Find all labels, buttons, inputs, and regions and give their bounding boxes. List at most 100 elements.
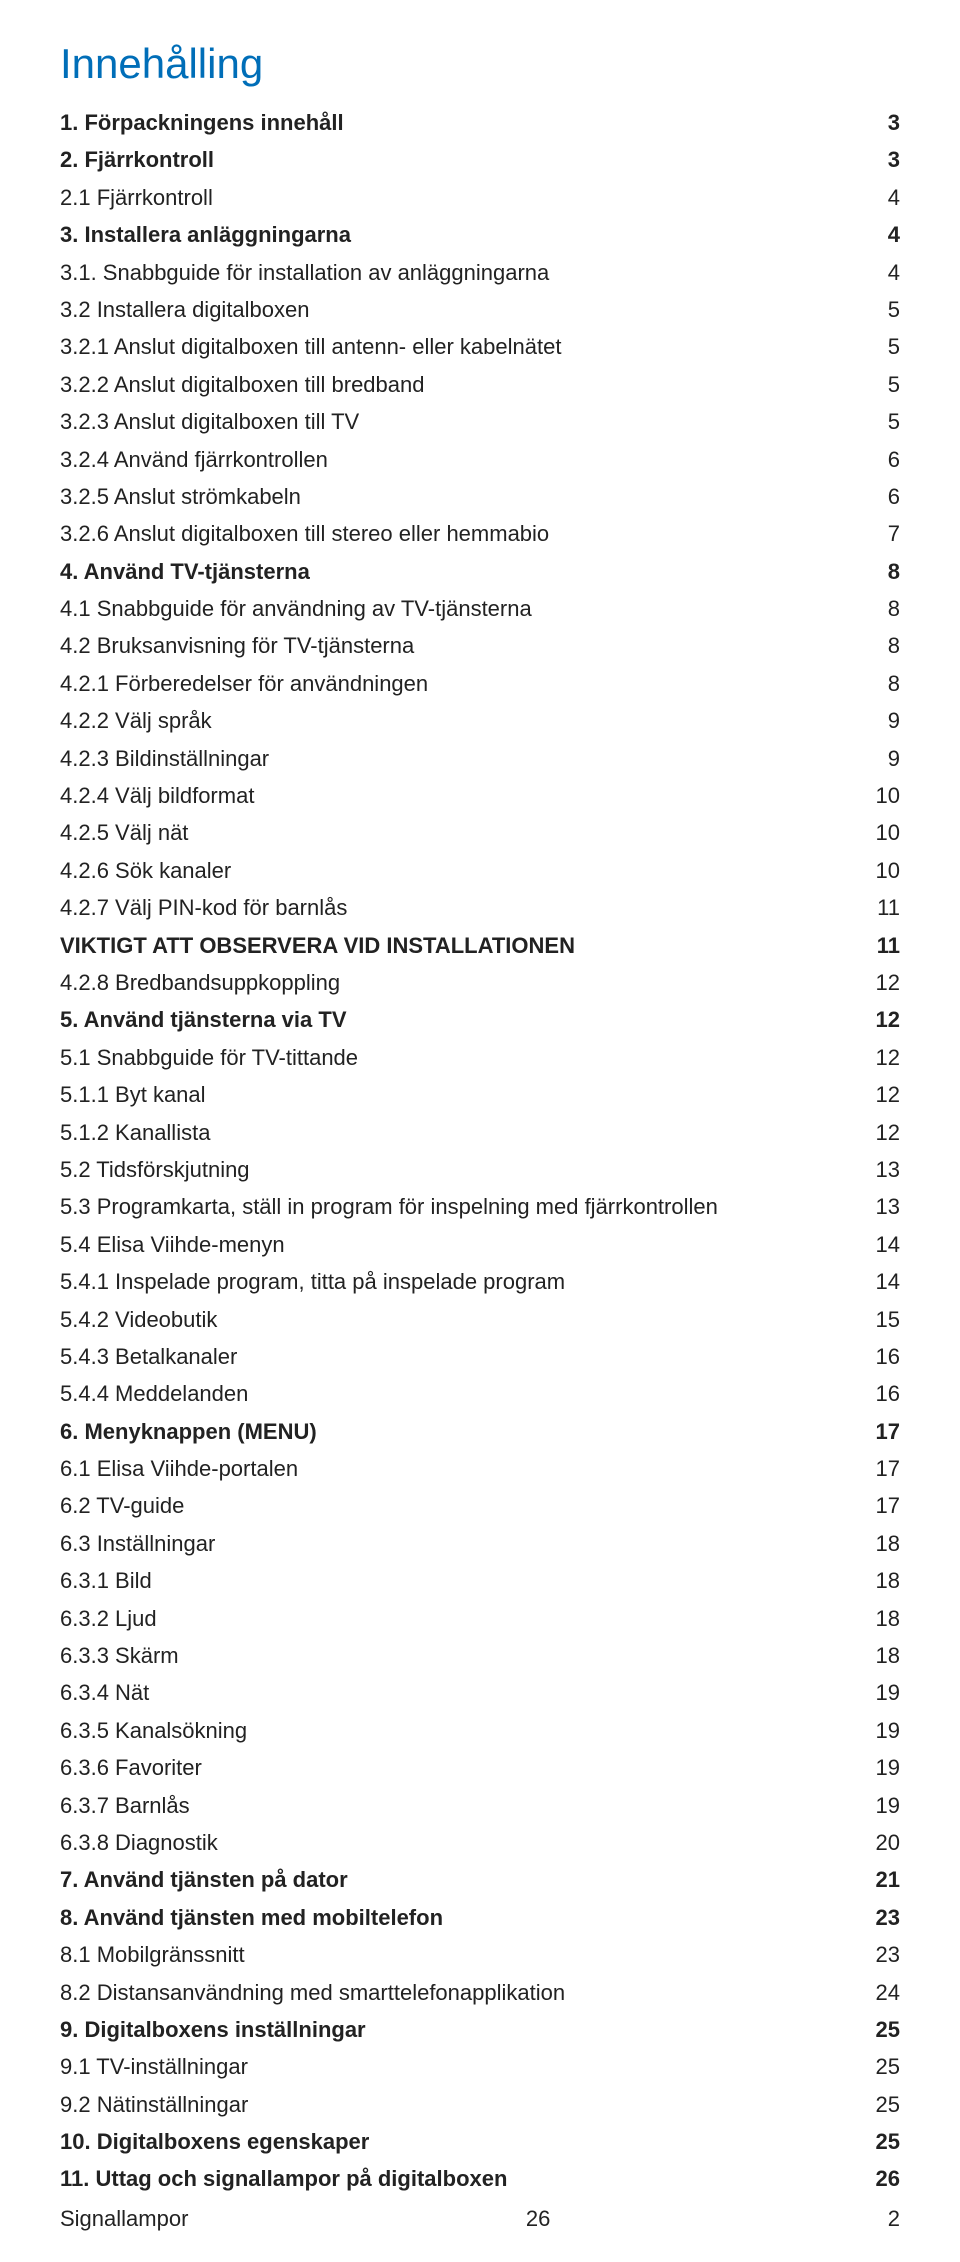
toc-entry-page: 24 bbox=[860, 1974, 900, 2011]
toc-entry-label: 6.3.3 Skärm bbox=[60, 1637, 840, 1674]
toc-entry-page: 23 bbox=[860, 1936, 900, 1973]
table-of-contents: 1. Förpackningens innehåll32. Fjärrkontr… bbox=[60, 104, 900, 2198]
toc-entry: 4.2.8 Bredbandsuppkoppling 12 bbox=[60, 964, 900, 1001]
toc-entry-page: 19 bbox=[860, 1787, 900, 1824]
toc-entry-label: 8.1 Mobilgränssnitt bbox=[60, 1936, 840, 1973]
toc-entry-label: 6.2 TV-guide bbox=[60, 1487, 840, 1524]
toc-entry-page: 8 bbox=[860, 665, 900, 702]
toc-entry: 4.2.4 Välj bildformat10 bbox=[60, 777, 900, 814]
toc-entry-label: 4.2.2 Välj språk bbox=[60, 702, 840, 739]
toc-entry-label: 9. Digitalboxens inställningar bbox=[60, 2011, 840, 2048]
toc-entry-page: 11 bbox=[860, 927, 900, 964]
toc-entry: 6.3.2 Ljud18 bbox=[60, 1600, 900, 1637]
toc-entry-label: 8. Använd tjänsten med mobiltelefon bbox=[60, 1899, 840, 1936]
toc-entry-page: 8 bbox=[860, 627, 900, 664]
toc-entry-page: 25 bbox=[860, 2048, 900, 2085]
toc-entry-page: 14 bbox=[860, 1263, 900, 1300]
toc-entry-page: 6 bbox=[860, 441, 900, 478]
toc-entry: 5. Använd tjänsterna via TV12 bbox=[60, 1001, 900, 1038]
toc-entry-label: 1. Förpackningens innehåll bbox=[60, 104, 840, 141]
toc-entry: 6.3.8 Diagnostik20 bbox=[60, 1824, 900, 1861]
toc-entry: 4.2.5 Välj nät10 bbox=[60, 814, 900, 851]
toc-entry: 11. Uttag och signallampor på digitalbox… bbox=[60, 2160, 900, 2197]
toc-entry-page: 8 bbox=[860, 553, 900, 590]
toc-entry: 5.4.2 Videobutik15 bbox=[60, 1301, 900, 1338]
toc-entry-page: 12 bbox=[860, 964, 900, 1001]
toc-entry: 5.1.2 Kanallista12 bbox=[60, 1114, 900, 1151]
toc-entry-page: 10 bbox=[860, 852, 900, 889]
toc-entry-label: 6.3.6 Favoriter bbox=[60, 1749, 840, 1786]
toc-entry: 3.1. Snabbguide för installation av anlä… bbox=[60, 254, 900, 291]
toc-entry-page: 10 bbox=[860, 777, 900, 814]
toc-entry-label: 5.4.4 Meddelanden bbox=[60, 1375, 840, 1412]
toc-entry: 4.1 Snabbguide för användning av TV-tjän… bbox=[60, 590, 900, 627]
toc-entry-label: 3.2.3 Anslut digitalboxen till TV bbox=[60, 403, 840, 440]
toc-entry-label: 5.4.3 Betalkanaler bbox=[60, 1338, 840, 1375]
toc-entry: 5.3 Programkarta, ställ in program för i… bbox=[60, 1188, 900, 1225]
toc-entry-page: 18 bbox=[860, 1525, 900, 1562]
toc-entry-page: 17 bbox=[860, 1450, 900, 1487]
toc-entry-label: 6.3 Inställningar bbox=[60, 1525, 840, 1562]
toc-entry-label: 5.4.2 Videobutik bbox=[60, 1301, 840, 1338]
toc-entry: 8.1 Mobilgränssnitt 23 bbox=[60, 1936, 900, 1973]
toc-entry-label: 4.2.7 Välj PIN-kod för barnlås bbox=[60, 889, 840, 926]
toc-entry-label: 3.2.5 Anslut strömkabeln bbox=[60, 478, 840, 515]
toc-entry: 6.1 Elisa Viihde-portalen17 bbox=[60, 1450, 900, 1487]
toc-entry-label: 4.1 Snabbguide för användning av TV-tjän… bbox=[60, 590, 840, 627]
toc-entry-label: 4.2 Bruksanvisning för TV-tjänsterna bbox=[60, 627, 840, 664]
toc-entry-label: 5.4.1 Inspelade program, titta på inspel… bbox=[60, 1263, 840, 1300]
toc-entry-label: 5. Använd tjänsterna via TV bbox=[60, 1001, 840, 1038]
toc-entry: 9.2 Nätinställningar25 bbox=[60, 2086, 900, 2123]
toc-entry-page: 9 bbox=[860, 740, 900, 777]
toc-entry-label: 9.1 TV-inställningar bbox=[60, 2048, 840, 2085]
toc-entry-page: 23 bbox=[860, 1899, 900, 1936]
toc-entry-label: 5.2 Tidsförskjutning bbox=[60, 1151, 840, 1188]
toc-entry-page: 21 bbox=[860, 1861, 900, 1898]
toc-entry-label: 6.3.2 Ljud bbox=[60, 1600, 840, 1637]
toc-entry-page: 25 bbox=[860, 2011, 900, 2048]
toc-entry-label: 6. Menyknappen (MENU) bbox=[60, 1413, 840, 1450]
toc-entry-page: 25 bbox=[860, 2086, 900, 2123]
toc-entry-page: 19 bbox=[860, 1712, 900, 1749]
toc-entry: 6.3.4 Nät19 bbox=[60, 1674, 900, 1711]
toc-entry: 5.2 Tidsförskjutning13 bbox=[60, 1151, 900, 1188]
footer-page-right: 2 bbox=[888, 2206, 900, 2232]
toc-entry: 3.2.2 Anslut digitalboxen till bredband5 bbox=[60, 366, 900, 403]
toc-entry: 4.2.3 Bildinställningar 9 bbox=[60, 740, 900, 777]
toc-entry-page: 4 bbox=[860, 179, 900, 216]
toc-entry-label: 5.1.1 Byt kanal bbox=[60, 1076, 840, 1113]
toc-entry: 10. Digitalboxens egenskaper25 bbox=[60, 2123, 900, 2160]
toc-entry-label: 4.2.8 Bredbandsuppkoppling bbox=[60, 964, 840, 1001]
toc-entry-page: 18 bbox=[860, 1637, 900, 1674]
toc-entry-label: 4.2.5 Välj nät bbox=[60, 814, 840, 851]
toc-entry-page: 14 bbox=[860, 1226, 900, 1263]
toc-entry-label: 5.1 Snabbguide för TV-tittande bbox=[60, 1039, 840, 1076]
toc-entry-label: 5.4 Elisa Viihde-menyn bbox=[60, 1226, 840, 1263]
toc-entry-page: 19 bbox=[860, 1674, 900, 1711]
toc-entry-page: 25 bbox=[860, 2123, 900, 2160]
toc-entry-page: 13 bbox=[860, 1188, 900, 1225]
toc-entry-page: 6 bbox=[860, 478, 900, 515]
toc-entry: 4.2 Bruksanvisning för TV-tjänsterna 8 bbox=[60, 627, 900, 664]
toc-entry: 1. Förpackningens innehåll3 bbox=[60, 104, 900, 141]
toc-entry-page: 5 bbox=[860, 403, 900, 440]
toc-entry: 3.2.1 Anslut digitalboxen till antenn- e… bbox=[60, 328, 900, 365]
toc-entry-label: 3.2 Installera digitalboxen bbox=[60, 291, 840, 328]
footer-label: Signallampor bbox=[60, 2206, 188, 2232]
toc-entry: 2. Fjärrkontroll3 bbox=[60, 141, 900, 178]
toc-entry-label: 5.3 Programkarta, ställ in program för i… bbox=[60, 1188, 840, 1225]
toc-entry-page: 3 bbox=[860, 141, 900, 178]
toc-entry-label: 4.2.3 Bildinställningar bbox=[60, 740, 840, 777]
toc-entry: 3.2.5 Anslut strömkabeln 6 bbox=[60, 478, 900, 515]
toc-entry: 4.2.6 Sök kanaler10 bbox=[60, 852, 900, 889]
toc-entry-page: 26 bbox=[860, 2160, 900, 2197]
toc-entry: 4. Använd TV-tjänsterna8 bbox=[60, 553, 900, 590]
toc-entry: 6.3.3 Skärm 18 bbox=[60, 1637, 900, 1674]
toc-entry-page: 4 bbox=[860, 216, 900, 253]
toc-entry: 3. Installera anläggningarna4 bbox=[60, 216, 900, 253]
footer-page-left: 26 bbox=[526, 2206, 550, 2232]
toc-entry: 6.3.1 Bild18 bbox=[60, 1562, 900, 1599]
toc-entry: 5.4.1 Inspelade program, titta på inspel… bbox=[60, 1263, 900, 1300]
toc-entry: 6.2 TV-guide17 bbox=[60, 1487, 900, 1524]
toc-entry-page: 4 bbox=[860, 254, 900, 291]
